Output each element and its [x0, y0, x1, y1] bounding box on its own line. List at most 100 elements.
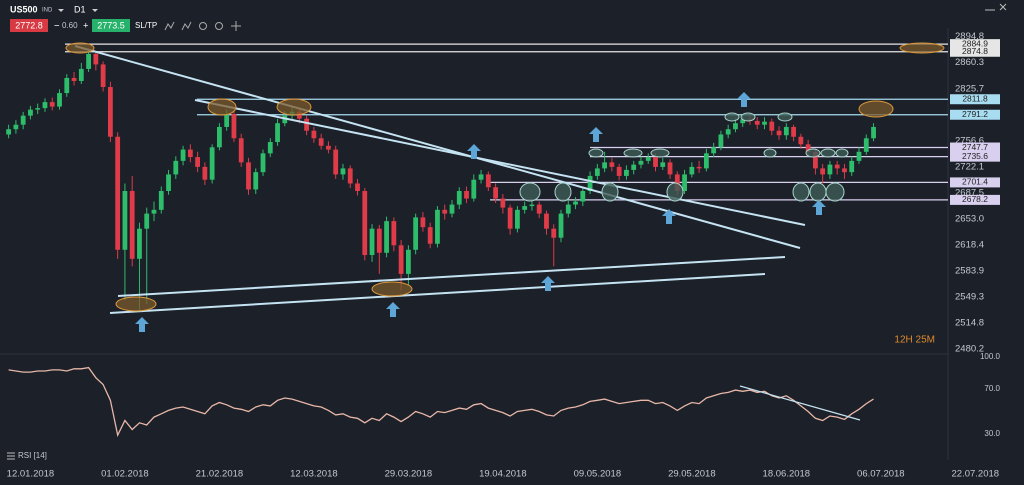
- candle-body: [100, 64, 106, 88]
- candle-body: [231, 114, 237, 139]
- candle-body: [238, 138, 244, 163]
- level-label: 2747.7: [962, 142, 988, 152]
- minus-button[interactable]: −: [54, 21, 60, 32]
- indicator-menu-icon[interactable]: [7, 452, 15, 460]
- close-icon[interactable]: [999, 3, 1007, 11]
- x-tick-label: 21.02.2018: [196, 469, 244, 480]
- sltp-button[interactable]: SL/TP: [135, 21, 157, 30]
- y-tick-label: 2825.7: [955, 83, 984, 94]
- y-tick-label: 2480.2: [955, 344, 984, 355]
- timeframe[interactable]: D1: [74, 4, 86, 14]
- candle-body: [253, 172, 259, 190]
- x-tick-label: 01.02.2018: [101, 469, 149, 480]
- candle-body: [304, 118, 310, 131]
- candle-body: [842, 168, 847, 173]
- candle-body: [180, 149, 186, 161]
- candle-body: [209, 147, 215, 180]
- arrow-marker: [737, 92, 751, 107]
- candle-body: [682, 174, 687, 191]
- marker: [763, 148, 777, 158]
- marker: [825, 182, 845, 202]
- level-label-box: [950, 109, 1000, 120]
- tool-icon[interactable]: [181, 21, 192, 31]
- marker: [554, 182, 572, 202]
- candle-body: [28, 109, 33, 116]
- dropdown-icon[interactable]: [92, 9, 98, 12]
- tool-icon[interactable]: [164, 21, 175, 31]
- candle-body: [326, 145, 331, 150]
- candle-body: [391, 221, 397, 246]
- candle-body: [347, 168, 353, 184]
- candle-body: [820, 168, 826, 175]
- marker: [724, 112, 740, 122]
- level-label: 2874.8: [962, 46, 988, 56]
- candle-body: [653, 157, 658, 167]
- marker: [858, 100, 894, 118]
- level-label: 2811.8: [962, 93, 988, 103]
- marker: [650, 148, 670, 158]
- candle-body: [863, 138, 869, 152]
- candle-body: [217, 126, 222, 148]
- candle-body: [6, 129, 12, 135]
- symbol[interactable]: US500: [10, 4, 38, 14]
- candle-body: [340, 168, 346, 175]
- candle-body: [195, 157, 201, 167]
- level-label-box: [950, 39, 1000, 50]
- ask-price[interactable]: 2773.5: [97, 20, 125, 30]
- candle-body: [762, 121, 767, 125]
- x-tick-label: 19.04.2018: [479, 469, 527, 480]
- zoom-out-icon[interactable]: [199, 22, 207, 30]
- plus-button[interactable]: +: [83, 21, 89, 32]
- marker: [809, 182, 827, 202]
- trend-line: [739, 385, 861, 421]
- candle-body: [376, 228, 382, 253]
- candle-body: [733, 123, 738, 130]
- rsi-line: [8, 366, 874, 438]
- candle-body: [49, 102, 55, 107]
- candle-body: [587, 175, 593, 191]
- arrow-marker: [812, 200, 826, 215]
- y-tick-label: 100.0: [980, 352, 1001, 361]
- toolbar[interactable]: [164, 21, 241, 31]
- trend-line: [194, 99, 806, 226]
- y-tick-label: 2687.5: [955, 187, 984, 198]
- candle-body: [187, 149, 193, 158]
- ask-box[interactable]: [92, 19, 130, 32]
- candle-body: [413, 217, 419, 250]
- candle-body: [137, 228, 142, 259]
- candle-body: [129, 191, 135, 259]
- level-label: 2735.6: [962, 151, 988, 161]
- candle-body: [725, 129, 731, 135]
- marker: [588, 148, 604, 158]
- bid-box[interactable]: [10, 19, 48, 32]
- candle-body: [166, 174, 171, 191]
- candle-body: [78, 68, 84, 81]
- candle-body: [86, 53, 91, 69]
- candle-body: [456, 191, 462, 205]
- dropdown-icon[interactable]: [58, 9, 64, 12]
- candle-body: [783, 126, 789, 136]
- arrow-marker: [541, 276, 555, 291]
- move-icon[interactable]: [231, 21, 241, 31]
- candle-body: [64, 77, 70, 94]
- candle-body: [565, 204, 571, 214]
- candle-body: [515, 209, 520, 229]
- y-tick-label: 70.0: [984, 384, 1000, 393]
- candle-body: [107, 87, 113, 137]
- bid-price[interactable]: 2772.8: [15, 20, 43, 30]
- zoom-in-icon[interactable]: [215, 22, 223, 30]
- marker: [115, 296, 157, 312]
- candle-body: [754, 120, 760, 125]
- arrow-marker: [386, 302, 400, 317]
- header: US500 IND D1 2772.8 − 0.60 + 2773.5 SL/T…: [10, 4, 241, 32]
- marker: [820, 148, 836, 158]
- candle-body: [573, 201, 578, 205]
- candle-body: [580, 191, 586, 202]
- trend-line: [109, 273, 766, 314]
- candle-body: [703, 153, 709, 169]
- candle-body: [631, 164, 637, 170]
- candle-body: [544, 213, 549, 229]
- level-label-box: [950, 46, 1000, 57]
- candle-body: [718, 134, 724, 148]
